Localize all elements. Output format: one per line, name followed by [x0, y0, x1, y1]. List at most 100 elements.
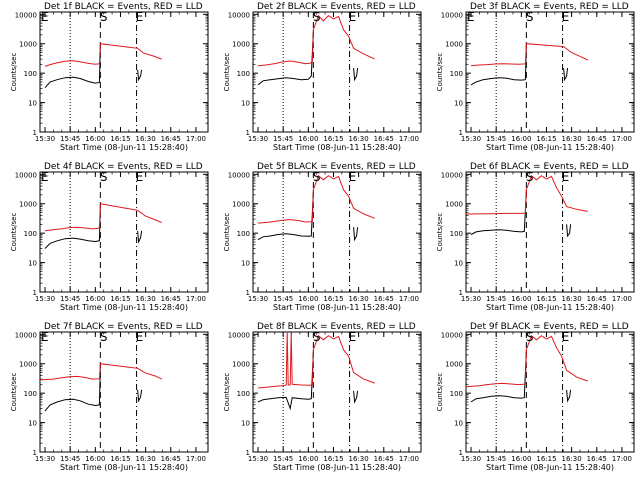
x-tick-label: 16:00 — [298, 135, 318, 143]
x-tick-label: 16:45 — [587, 295, 607, 303]
event-marker: E — [136, 10, 144, 24]
y-tick-label: 1 — [33, 289, 37, 297]
y-tick-label: 1 — [246, 289, 250, 297]
x-tick-label: 15:30 — [35, 135, 55, 143]
event-marker: E — [562, 10, 570, 24]
panel-title: Det 3f BLACK = Events, RED = LLD — [470, 2, 629, 12]
x-tick-label: 16:30 — [349, 295, 369, 303]
x-tick-label: 16:45 — [587, 135, 607, 143]
x-tick-label: 15:30 — [248, 135, 268, 143]
events-series-line — [566, 389, 572, 403]
event-marker: E — [349, 330, 357, 344]
x-tick-label: 15:45 — [486, 135, 506, 143]
event-marker: S — [526, 10, 534, 24]
events-series-line — [257, 29, 314, 86]
x-axis-label: Start Time (08-Jun-11 15:28:40) — [273, 143, 401, 152]
lld-series-line — [470, 43, 588, 67]
y-tick-label: 1000 — [19, 201, 37, 209]
y-tick-label: 10 — [454, 100, 463, 108]
lld-series-line — [257, 14, 375, 67]
y-tick-label: 10000 — [441, 11, 463, 19]
events-series-line — [257, 349, 314, 411]
lld-series-line — [44, 43, 162, 67]
x-tick-label: 15:45 — [60, 135, 80, 143]
x-tick-label: 17:00 — [399, 455, 419, 463]
lld-series-line — [466, 334, 588, 388]
panel-title: Det 1f BLACK = Events, RED = LLD — [44, 2, 203, 12]
y-tick-label: 100 — [237, 390, 250, 398]
x-tick-label: 16:30 — [562, 455, 582, 463]
y-tick-label: 10000 — [228, 171, 250, 179]
x-axis-label: Start Time (08-Jun-11 15:28:40) — [60, 143, 188, 152]
event-marker: S — [526, 170, 534, 184]
x-tick-label: 15:45 — [486, 295, 506, 303]
plot-frame — [252, 171, 422, 293]
x-tick-label: 15:45 — [60, 295, 80, 303]
x-axis-label: Start Time (08-Jun-11 15:28:40) — [486, 463, 614, 472]
detector-panel: Det 8f BLACK = Events, RED = LLD 1 10 100 10… — [223, 322, 422, 472]
x-tick-label: 15:45 — [273, 295, 293, 303]
y-tick-label: 100 — [450, 70, 463, 78]
y-tick-label: 1000 — [445, 201, 463, 209]
x-tick-label: 15:30 — [35, 295, 55, 303]
events-series-line — [137, 389, 143, 403]
y-axis-label: Counts/sec — [223, 53, 231, 92]
y-axis-label: Counts/sec — [223, 213, 231, 252]
y-tick-label: 10 — [241, 260, 250, 268]
event-marker: E — [136, 170, 144, 184]
y-tick-label: 1 — [246, 449, 250, 457]
x-tick-label: 15:30 — [248, 295, 268, 303]
y-tick-label: 10 — [241, 100, 250, 108]
x-tick-label: 16:30 — [136, 455, 156, 463]
y-tick-label: 1 — [246, 129, 250, 137]
y-tick-label: 1 — [33, 129, 37, 137]
events-series-line — [353, 390, 359, 404]
x-tick-label: 16:00 — [85, 135, 105, 143]
events-series-line — [566, 224, 572, 238]
x-tick-label: 16:15 — [110, 455, 130, 463]
x-tick-label: 15:45 — [273, 455, 293, 463]
x-tick-label: 16:15 — [110, 135, 130, 143]
plot-frame — [39, 331, 209, 453]
y-tick-label: 10 — [28, 420, 37, 428]
y-tick-label: 1 — [459, 449, 463, 457]
y-axis-label: Counts/sec — [10, 53, 18, 92]
plot-frame — [252, 331, 422, 453]
x-tick-label: 16:00 — [85, 295, 105, 303]
y-tick-label: 1000 — [445, 41, 463, 49]
y-tick-label: 10 — [28, 260, 37, 268]
event-marker: E — [41, 170, 49, 184]
y-tick-label: 1000 — [232, 361, 250, 369]
panel-title: Det 9f BLACK = Events, RED = LLD — [470, 322, 629, 332]
detector-panel: Det 9f BLACK = Events, RED = LLD 1 10 100 10… — [436, 322, 635, 472]
event-marker: E — [562, 170, 570, 184]
x-tick-label: 16:00 — [511, 455, 531, 463]
y-tick-label: 100 — [24, 230, 37, 238]
detector-panel: Det 5f BLACK = Events, RED = LLD 1 10 100 10… — [223, 162, 422, 312]
y-tick-label: 10000 — [15, 11, 37, 19]
x-tick-label: 15:30 — [461, 295, 481, 303]
event-marker: E — [41, 330, 49, 344]
x-tick-label: 16:30 — [562, 295, 582, 303]
x-tick-label: 16:45 — [161, 135, 181, 143]
x-tick-label: 15:30 — [461, 135, 481, 143]
event-marker: E — [349, 170, 357, 184]
event-marker: S — [100, 330, 108, 344]
lld-series-line — [40, 363, 162, 381]
event-marker: E — [136, 330, 144, 344]
x-tick-label: 16:00 — [85, 455, 105, 463]
y-tick-label: 10000 — [228, 331, 250, 339]
plot-frame — [39, 171, 209, 293]
x-tick-label: 17:00 — [612, 455, 632, 463]
x-tick-label: 16:15 — [323, 455, 343, 463]
x-tick-label: 16:45 — [374, 295, 394, 303]
events-series-line — [470, 189, 527, 235]
event-marker: S — [313, 170, 321, 184]
y-tick-label: 1000 — [232, 201, 250, 209]
x-axis-label: Start Time (08-Jun-11 15:28:40) — [486, 303, 614, 312]
x-tick-label: 15:45 — [486, 455, 506, 463]
plot-frame — [39, 11, 209, 133]
y-tick-label: 10 — [241, 420, 250, 428]
events-series-line — [470, 43, 527, 86]
y-tick-label: 1 — [459, 289, 463, 297]
